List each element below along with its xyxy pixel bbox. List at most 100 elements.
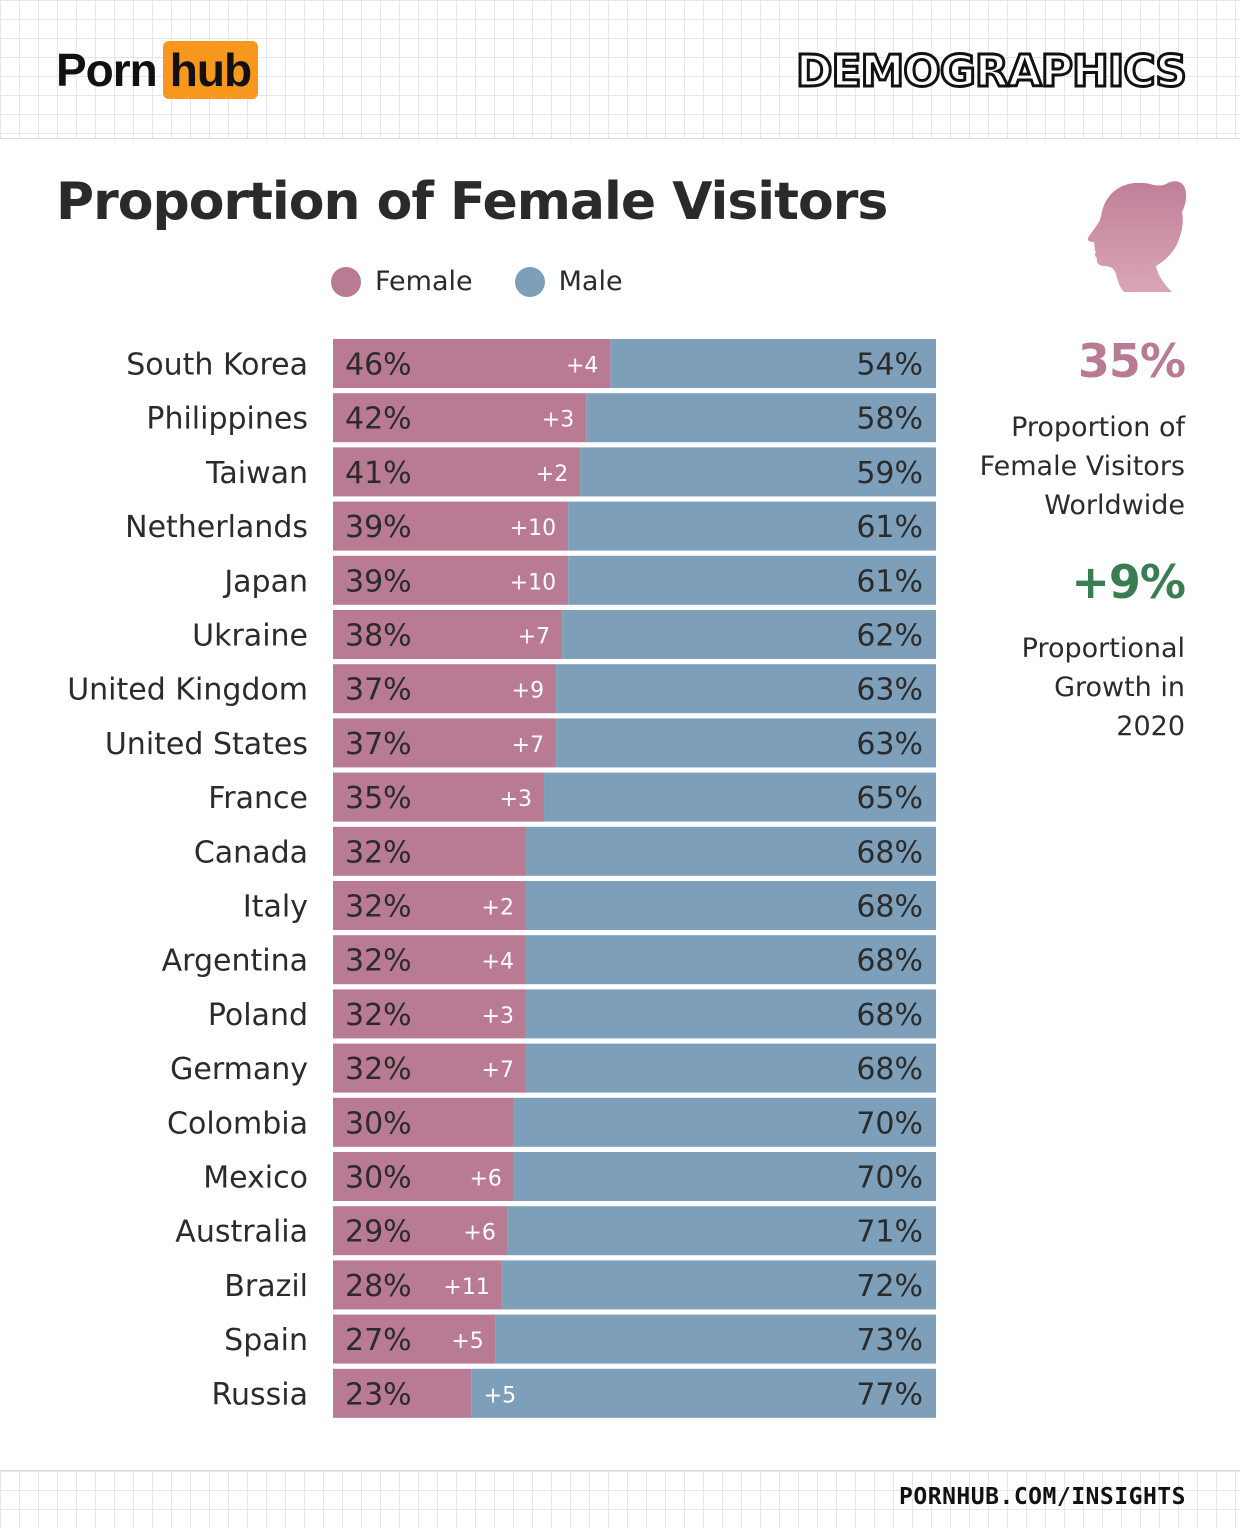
footer-url[interactable]: PORNHUB.COM/INSIGHTS	[899, 1484, 1186, 1510]
value-label-male-argentina: 68%	[856, 944, 923, 979]
bar-male-france	[544, 772, 936, 822]
bar-male-philippines	[586, 393, 936, 443]
value-label-female-netherlands: 39%	[345, 510, 412, 545]
value-label-male-philippines: 58%	[856, 402, 923, 437]
value-label-male-italy: 68%	[856, 890, 923, 925]
bar-female-italy	[333, 881, 526, 930]
category-label-netherlands: Netherlands	[125, 510, 308, 545]
worldwide-female-label: Proportion of Female Visitors Worldwide	[979, 412, 1185, 521]
value-label-male-australia: 71%	[856, 1215, 923, 1250]
value-label-female-italy: 32%	[345, 890, 412, 925]
value-label-male-poland: 68%	[856, 998, 923, 1033]
value-label-female-germany: 32%	[345, 1052, 412, 1087]
bar-female-south-korea	[333, 339, 611, 388]
category-label-japan: Japan	[222, 564, 308, 599]
brand-logo[interactable]: Porn hub	[56, 40, 259, 100]
category-label-italy: Italy	[243, 890, 308, 925]
bar-female-united-states	[333, 718, 557, 768]
bar-male-south-korea	[610, 339, 936, 388]
growth-label-taiwan: +2	[536, 462, 568, 487]
bar-male-australia	[507, 1206, 936, 1256]
chart-title: Proportion of Female Visitors	[56, 172, 888, 232]
bar-female-germany	[333, 1043, 526, 1093]
category-label-brazil: Brazil	[224, 1269, 308, 1304]
category-label-australia: Australia	[175, 1215, 308, 1250]
bar-male-spain	[495, 1314, 936, 1364]
value-label-female-mexico: 30%	[345, 1161, 412, 1196]
female-silhouette-icon	[1087, 181, 1187, 292]
category-label-united-kingdom: United Kingdom	[67, 673, 308, 708]
growth-label-ukraine: +7	[518, 625, 550, 650]
bar-female-philippines	[333, 393, 587, 443]
category-label-south-korea: South Korea	[126, 348, 308, 383]
value-label-male-japan: 61%	[856, 564, 923, 599]
growth-label-australia: +6	[463, 1221, 495, 1246]
legend-label-male: Male	[558, 266, 623, 297]
growth-label: Proportional Growth in 2020	[1021, 633, 1185, 742]
value-label-female-canada: 32%	[345, 835, 412, 870]
value-label-female-spain: 27%	[345, 1323, 412, 1358]
bar-male-united-states	[556, 718, 936, 768]
worldwide-female-value: 35%	[1077, 334, 1186, 388]
logo-text-left: Porn	[56, 44, 158, 96]
bar-female-australia	[333, 1206, 508, 1256]
value-label-female-brazil: 28%	[345, 1269, 412, 1304]
bar-male-colombia	[513, 1097, 936, 1147]
growth-label-south-korea: +4	[566, 354, 598, 379]
category-label-spain: Spain	[224, 1323, 308, 1358]
category-label-taiwan: Taiwan	[205, 456, 308, 491]
growth-label-philippines: +3	[542, 408, 574, 433]
value-label-female-australia: 29%	[345, 1215, 412, 1250]
value-label-female-taiwan: 41%	[345, 456, 412, 491]
value-label-female-japan: 39%	[345, 564, 412, 599]
category-label-germany: Germany	[170, 1052, 308, 1087]
bar-female-japan	[333, 555, 569, 605]
growth-label-france: +3	[500, 787, 532, 812]
value-label-male-france: 65%	[856, 781, 923, 816]
header-grid-band	[0, 0, 1240, 139]
bar-female-united-kingdom	[333, 664, 557, 714]
bar-female-poland	[333, 989, 526, 1039]
bar-male-germany	[525, 1043, 936, 1093]
growth-label-japan: +10	[510, 570, 556, 595]
growth-label-russia: +5	[484, 1383, 516, 1408]
category-label-canada: Canada	[194, 835, 308, 870]
bar-male-japan	[568, 555, 936, 605]
value-label-female-russia: 23%	[345, 1377, 412, 1412]
bar-male-taiwan	[580, 447, 936, 497]
bar-male-poland	[525, 989, 936, 1039]
legend-swatch-female	[331, 266, 361, 297]
bar-female-mexico	[333, 1152, 514, 1201]
growth-label-brazil: +11	[443, 1275, 489, 1300]
growth-label-italy: +2	[482, 896, 514, 921]
legend-item-female: Female	[331, 266, 473, 297]
legend-item-male: Male	[514, 266, 623, 297]
category-label-russia: Russia	[212, 1377, 309, 1412]
value-label-female-poland: 32%	[345, 998, 412, 1033]
growth-label-united-kingdom: +9	[512, 679, 544, 704]
bar-male-netherlands	[568, 501, 936, 551]
growth-label-poland: +3	[482, 1004, 514, 1029]
value-label-male-ukraine: 62%	[856, 619, 923, 654]
section-title: DEMOGRAPHICS	[794, 45, 1188, 99]
value-label-female-united-kingdom: 37%	[345, 673, 412, 708]
growth-value: +9%	[1071, 555, 1186, 609]
growth-label-mexico: +6	[469, 1167, 501, 1192]
value-label-male-spain: 73%	[856, 1323, 923, 1358]
value-label-male-united-kingdom: 63%	[856, 673, 923, 708]
value-label-male-united-states: 63%	[856, 727, 923, 762]
bar-female-ukraine	[333, 610, 563, 659]
value-label-female-ukraine: 38%	[345, 619, 412, 654]
bar-female-colombia	[333, 1097, 514, 1147]
logo-text-right: hub	[162, 41, 259, 99]
value-label-male-colombia: 70%	[856, 1106, 923, 1141]
chart-legend: Female Male	[331, 266, 665, 297]
bar-female-taiwan	[333, 447, 581, 497]
value-label-female-argentina: 32%	[345, 944, 412, 979]
category-label-mexico: Mexico	[203, 1161, 308, 1196]
legend-swatch-male	[514, 266, 545, 297]
bar-male-italy	[525, 881, 936, 930]
category-label-poland: Poland	[208, 998, 308, 1033]
value-label-male-russia: 77%	[856, 1377, 923, 1412]
